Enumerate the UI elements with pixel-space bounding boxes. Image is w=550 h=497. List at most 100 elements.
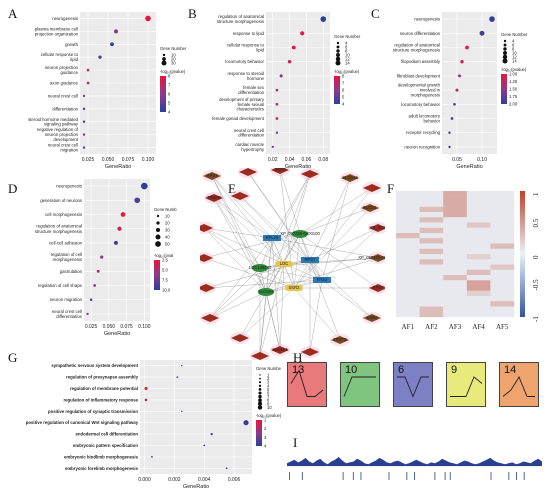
network-edge (309, 177, 351, 261)
colorbar-tick: 1.75 (509, 94, 518, 99)
gene-node (369, 224, 385, 232)
heatmap-cell (490, 191, 515, 197)
hub-node-label: SSR2 (289, 285, 301, 290)
heatmap-cell (396, 311, 420, 318)
size-legend-label: 4 (345, 41, 348, 46)
colorbar-tick: 8 (168, 74, 171, 79)
gene-node-label: XR_0115 (369, 225, 385, 230)
heatmap-cell (396, 301, 420, 307)
x-axis-title: GeneRatio (456, 164, 482, 168)
term-label: projection organization (35, 31, 79, 36)
network-edge (211, 175, 285, 265)
data-point (151, 455, 153, 458)
term-label: development (53, 137, 78, 142)
heatmap-cell (419, 269, 444, 276)
heatmap-cell (443, 227, 467, 234)
heatmap-cell (466, 285, 491, 291)
heatmap-cell (396, 196, 420, 202)
trend-line (343, 376, 376, 397)
network-edge (309, 227, 379, 261)
heatmap-cell (466, 243, 491, 249)
network-edge (293, 233, 301, 289)
heatmap-cell (396, 227, 420, 234)
heatmap-cell (396, 238, 420, 244)
data-point (89, 298, 93, 301)
hub-node (252, 264, 268, 272)
data-point (86, 312, 89, 316)
data-point (275, 88, 279, 92)
heatmap-cell (443, 296, 467, 302)
data-point (271, 145, 274, 149)
trend-line-svg (450, 376, 483, 397)
network-edge (213, 197, 273, 239)
term-label: regulation of cell shape (38, 283, 83, 288)
colorbar-tick: 6 (168, 92, 171, 97)
heatmap-cell (490, 311, 515, 318)
heatmap-cell (396, 275, 420, 281)
data-point (448, 131, 451, 134)
heatmap-cell (419, 222, 444, 228)
heatmap-cell (490, 259, 515, 265)
gene-node (301, 348, 319, 356)
heatmap-cell (443, 301, 467, 307)
heatmap-cell (443, 243, 467, 249)
data-point (460, 60, 464, 64)
term-label: regulation of cell (51, 252, 82, 257)
heatmap-cell (419, 191, 444, 197)
colorbar (154, 260, 160, 290)
heatmap-cell (396, 285, 420, 291)
term-label: embryonic pattern specification (73, 443, 138, 448)
panel-label-b: B (188, 6, 197, 21)
x-tick-label: 0.075 (120, 324, 133, 330)
heatmap-cell (419, 254, 444, 260)
term-label: regulation of anatomical (218, 14, 264, 19)
size-legend-title: Gene Number (334, 34, 361, 39)
network-edge (293, 207, 371, 289)
coverage-track-i (287, 457, 542, 480)
heatmap-cell (419, 311, 444, 318)
network-edge (283, 257, 379, 265)
gene-node-label: PLCG1 (363, 205, 377, 210)
size-legend-dot (502, 58, 508, 64)
size-legend-dot (258, 384, 262, 388)
network-edge (203, 227, 273, 239)
colorbar-tick: 5.0 (162, 268, 168, 273)
term-label: positive regulation of synaptic transmis… (48, 409, 138, 414)
heatmap-cell (466, 196, 491, 202)
term-label: fibroblast development (397, 73, 441, 78)
term-label: plasma membrane cell (35, 26, 78, 31)
trend-profile-id: 13 (292, 364, 305, 376)
gene-node-label: SLC6A6 (342, 175, 358, 180)
heatmap-cell (490, 301, 515, 307)
size-legend-dot (257, 405, 263, 410)
heatmap-cell (466, 217, 491, 223)
dotplot-b: 0.02 0.04 0.06 0.08 regulation of anatomical… (212, 12, 361, 168)
panel-label-c: C (371, 6, 380, 21)
network-edge (321, 227, 379, 281)
heatmap-cell (466, 264, 491, 270)
network-edge (259, 263, 285, 357)
term-label: lipid (256, 47, 264, 52)
heatmap-cell (466, 280, 491, 286)
network-edge (265, 173, 311, 293)
term-label: structure morphogenesis (217, 19, 264, 24)
size-legend-label: 20 (165, 221, 170, 226)
data-point (453, 102, 456, 106)
size-legend-dot (155, 234, 161, 240)
heatmap-cell (419, 217, 444, 223)
size-legend-dot (155, 227, 161, 233)
heatmap-cell (443, 290, 467, 297)
term-label: developmental growth (398, 83, 441, 88)
coverage-area (287, 457, 542, 466)
trend-profile-id: 14 (504, 364, 517, 376)
term-label: behavior (424, 118, 441, 123)
network-edge (271, 237, 311, 261)
colorbar (334, 76, 340, 104)
network-edge (293, 287, 341, 341)
hub-node (275, 261, 293, 267)
data-point (489, 16, 495, 22)
term-label: embryonic forelimb morphogenesis (65, 466, 139, 471)
network-edge (259, 291, 267, 357)
heatmap-cell (490, 227, 515, 234)
heatmap-cell (396, 280, 420, 286)
